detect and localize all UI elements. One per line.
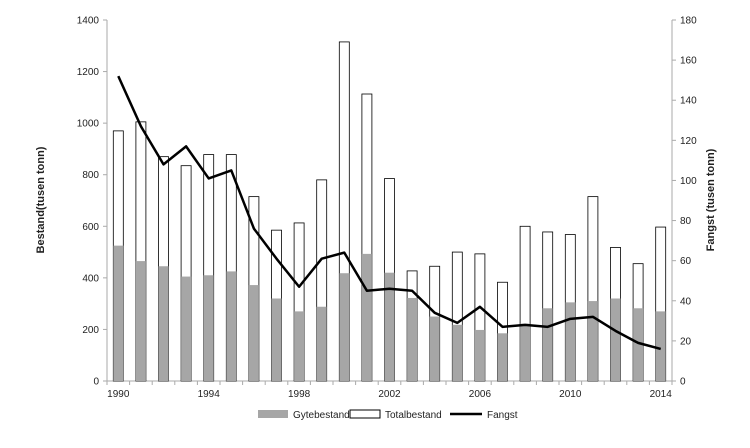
bar-gytebestand xyxy=(452,325,462,381)
legend-label-totalbestand: Totalbestand xyxy=(385,410,442,421)
y2-tick-label: 60 xyxy=(680,256,692,267)
bar-gytebestand xyxy=(136,261,146,381)
y2-tick-label: 100 xyxy=(680,176,697,187)
y2-tick-label: 180 xyxy=(680,16,697,27)
y-tick-label: 1000 xyxy=(77,119,100,130)
bar-gytebestand xyxy=(159,266,169,381)
y-tick-label: 0 xyxy=(93,377,99,388)
x-tick-label: 1994 xyxy=(198,389,221,400)
bar-gytebestand xyxy=(520,324,530,381)
y-tick-label: 200 xyxy=(82,325,99,336)
bar-gytebestand xyxy=(317,307,327,381)
bar-gytebestand xyxy=(294,311,304,381)
bar-gytebestand xyxy=(475,330,485,381)
y2-tick-label: 80 xyxy=(680,216,692,227)
y-tick-label: 1200 xyxy=(77,67,100,78)
y2-tick-label: 0 xyxy=(680,377,686,388)
legend: Gytebestand Totalbestand Fangst xyxy=(258,410,518,421)
y-axis-label: Bestand(tusen tonn) xyxy=(35,146,47,253)
bar-gytebestand xyxy=(588,301,598,381)
bar-gytebestand xyxy=(272,298,282,381)
bar-gytebestand xyxy=(407,298,417,381)
y2-tick-label: 160 xyxy=(680,56,697,67)
legend-label-gytebestand: Gytebestand xyxy=(293,410,350,421)
y2-tick-label: 120 xyxy=(680,136,697,147)
bar-gytebestand xyxy=(181,277,191,381)
bar-gytebestand xyxy=(498,333,508,381)
y2-axis-label: Fangst (tusen tonn) xyxy=(705,148,717,251)
y-tick-label: 800 xyxy=(82,170,99,181)
y-tick-label: 1400 xyxy=(77,16,100,27)
bar-gytebestand xyxy=(656,311,666,381)
bar-gytebestand xyxy=(362,254,372,381)
x-tick-label: 2002 xyxy=(378,389,401,400)
legend-label-fangst: Fangst xyxy=(487,410,518,421)
legend-swatch-gytebestand xyxy=(258,410,288,418)
bar-gytebestand xyxy=(430,317,440,381)
y2-tick-label: 20 xyxy=(680,336,692,347)
legend-swatch-totalbestand xyxy=(350,410,380,418)
bar-gytebestand xyxy=(113,246,123,381)
bar-gytebestand xyxy=(249,285,259,381)
y-tick-label: 400 xyxy=(82,273,99,284)
y-tick-label: 600 xyxy=(82,222,99,233)
bar-gytebestand xyxy=(543,308,553,381)
x-tick-label: 1998 xyxy=(288,389,311,400)
x-tick-label: 2014 xyxy=(650,389,673,400)
bar-gytebestand xyxy=(611,298,621,381)
x-tick-label: 2010 xyxy=(559,389,582,400)
bar-gytebestand xyxy=(204,275,214,381)
x-tick-label: 2006 xyxy=(469,389,492,400)
bar-gytebestand xyxy=(565,302,575,381)
x-tick-label: 1990 xyxy=(107,389,130,400)
y2-tick-label: 140 xyxy=(680,96,697,107)
bar-gytebestand xyxy=(339,273,349,381)
bar-gytebestand xyxy=(226,271,236,381)
y2-tick-label: 40 xyxy=(680,296,692,307)
